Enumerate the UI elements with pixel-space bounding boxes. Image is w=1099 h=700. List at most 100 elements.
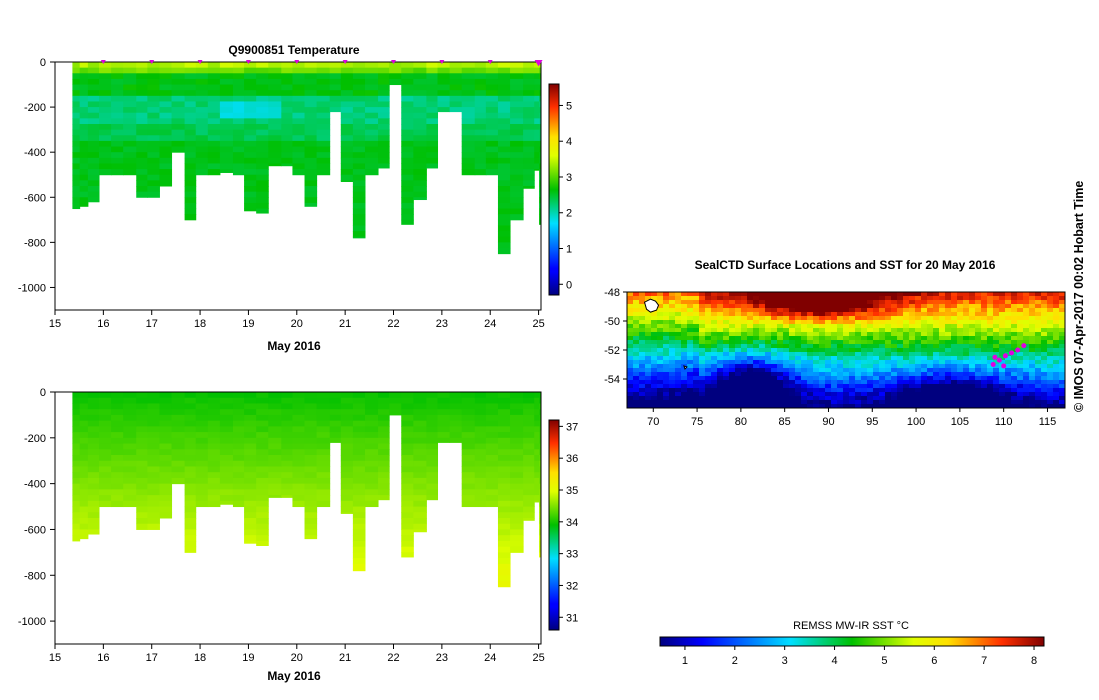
sst-cell (981, 348, 988, 353)
section-cell (413, 84, 427, 91)
sst-cell (1029, 396, 1036, 401)
section-cell (510, 483, 524, 490)
section-cell (195, 78, 209, 86)
section-cell (195, 403, 209, 410)
sst-cell (783, 388, 790, 393)
section-cell (461, 455, 476, 462)
sst-cell (705, 384, 712, 389)
sst-cell (879, 332, 886, 337)
section-cell (292, 414, 306, 422)
sst-cell (963, 308, 970, 313)
section-cell (539, 67, 541, 74)
sst-cell (945, 372, 952, 377)
section-cell (292, 163, 306, 170)
sst-cell (849, 380, 856, 385)
sst-cell (675, 332, 682, 337)
sst-cell (639, 384, 646, 389)
section-cell (340, 414, 354, 422)
sst-cell (699, 296, 706, 301)
section-cell (426, 477, 439, 485)
section-cell (171, 392, 186, 399)
section-cell (474, 129, 487, 136)
section-cell (268, 67, 282, 74)
section-cell (316, 73, 331, 80)
section-cell (389, 62, 402, 69)
section-cell (79, 107, 89, 114)
section-cell (111, 489, 124, 496)
sst-cell (639, 396, 646, 401)
sst-cell (687, 400, 694, 405)
section-cell (539, 90, 541, 97)
sst-cell (879, 392, 886, 397)
sst-cell (891, 336, 898, 341)
sst-cell (633, 332, 640, 337)
sst-cell (813, 316, 820, 321)
sst-cell (1011, 312, 1018, 317)
section-cell (510, 191, 524, 198)
section-cell (136, 180, 148, 187)
section-cell (136, 500, 148, 508)
section-cell (510, 157, 524, 164)
sst-cell (903, 360, 910, 365)
section-cell (136, 152, 148, 159)
section-cell (316, 90, 331, 97)
section-cell (329, 420, 342, 427)
x-tick-label: 23 (436, 652, 448, 664)
sst-cell (831, 328, 838, 333)
sst-cell (819, 356, 826, 361)
sst-cell (969, 340, 976, 345)
sst-cell (1059, 292, 1065, 297)
section-cell (72, 107, 81, 114)
sst-cell (945, 316, 952, 321)
section-cell (292, 112, 306, 119)
sst-cell (633, 336, 640, 341)
colorbar-tick-label: 36 (566, 453, 578, 465)
sst-cell (645, 364, 652, 369)
sst-cell (987, 400, 994, 405)
section-cell (195, 414, 209, 422)
sst-cell (1035, 292, 1042, 297)
section-cell (352, 140, 366, 148)
sst-cell (681, 352, 688, 357)
sst-cell (825, 308, 832, 313)
sst-cell (687, 328, 694, 333)
section-cell (497, 180, 511, 187)
section-cell (340, 78, 354, 86)
sst-cell (705, 316, 712, 321)
sst-cell (969, 332, 976, 337)
section-cell (79, 483, 89, 490)
section-cell (401, 506, 414, 513)
section-cell (474, 409, 487, 416)
sst-cell (921, 360, 928, 365)
sst-cell (843, 332, 850, 337)
section-cell (268, 90, 282, 97)
sst-cell (711, 312, 718, 317)
section-cell (539, 523, 541, 530)
sst-cell (999, 340, 1006, 345)
section-cell (171, 466, 186, 473)
section-cell (268, 124, 282, 131)
section-cell (304, 180, 318, 187)
sst-cell (627, 316, 634, 321)
section-cell (340, 506, 354, 513)
sst-cell (765, 324, 772, 329)
sst-cell (765, 404, 772, 408)
sst-cell (981, 400, 988, 405)
section-cell (292, 152, 306, 159)
sst-cell (963, 400, 970, 405)
section-cell (244, 78, 257, 86)
sst-cell (765, 340, 772, 345)
sst-cell (825, 316, 832, 321)
section-cell (497, 152, 511, 159)
section-cell (87, 107, 100, 114)
section-cell (171, 443, 186, 450)
section-cell (426, 449, 439, 456)
section-cell (195, 409, 209, 416)
sst-cell (969, 376, 976, 381)
sst-cell (993, 352, 1000, 357)
section-cell (401, 472, 414, 479)
sst-cell (1059, 324, 1065, 329)
sst-cell (963, 404, 970, 408)
sst-cell (1047, 336, 1054, 341)
sst-cell (861, 404, 868, 408)
